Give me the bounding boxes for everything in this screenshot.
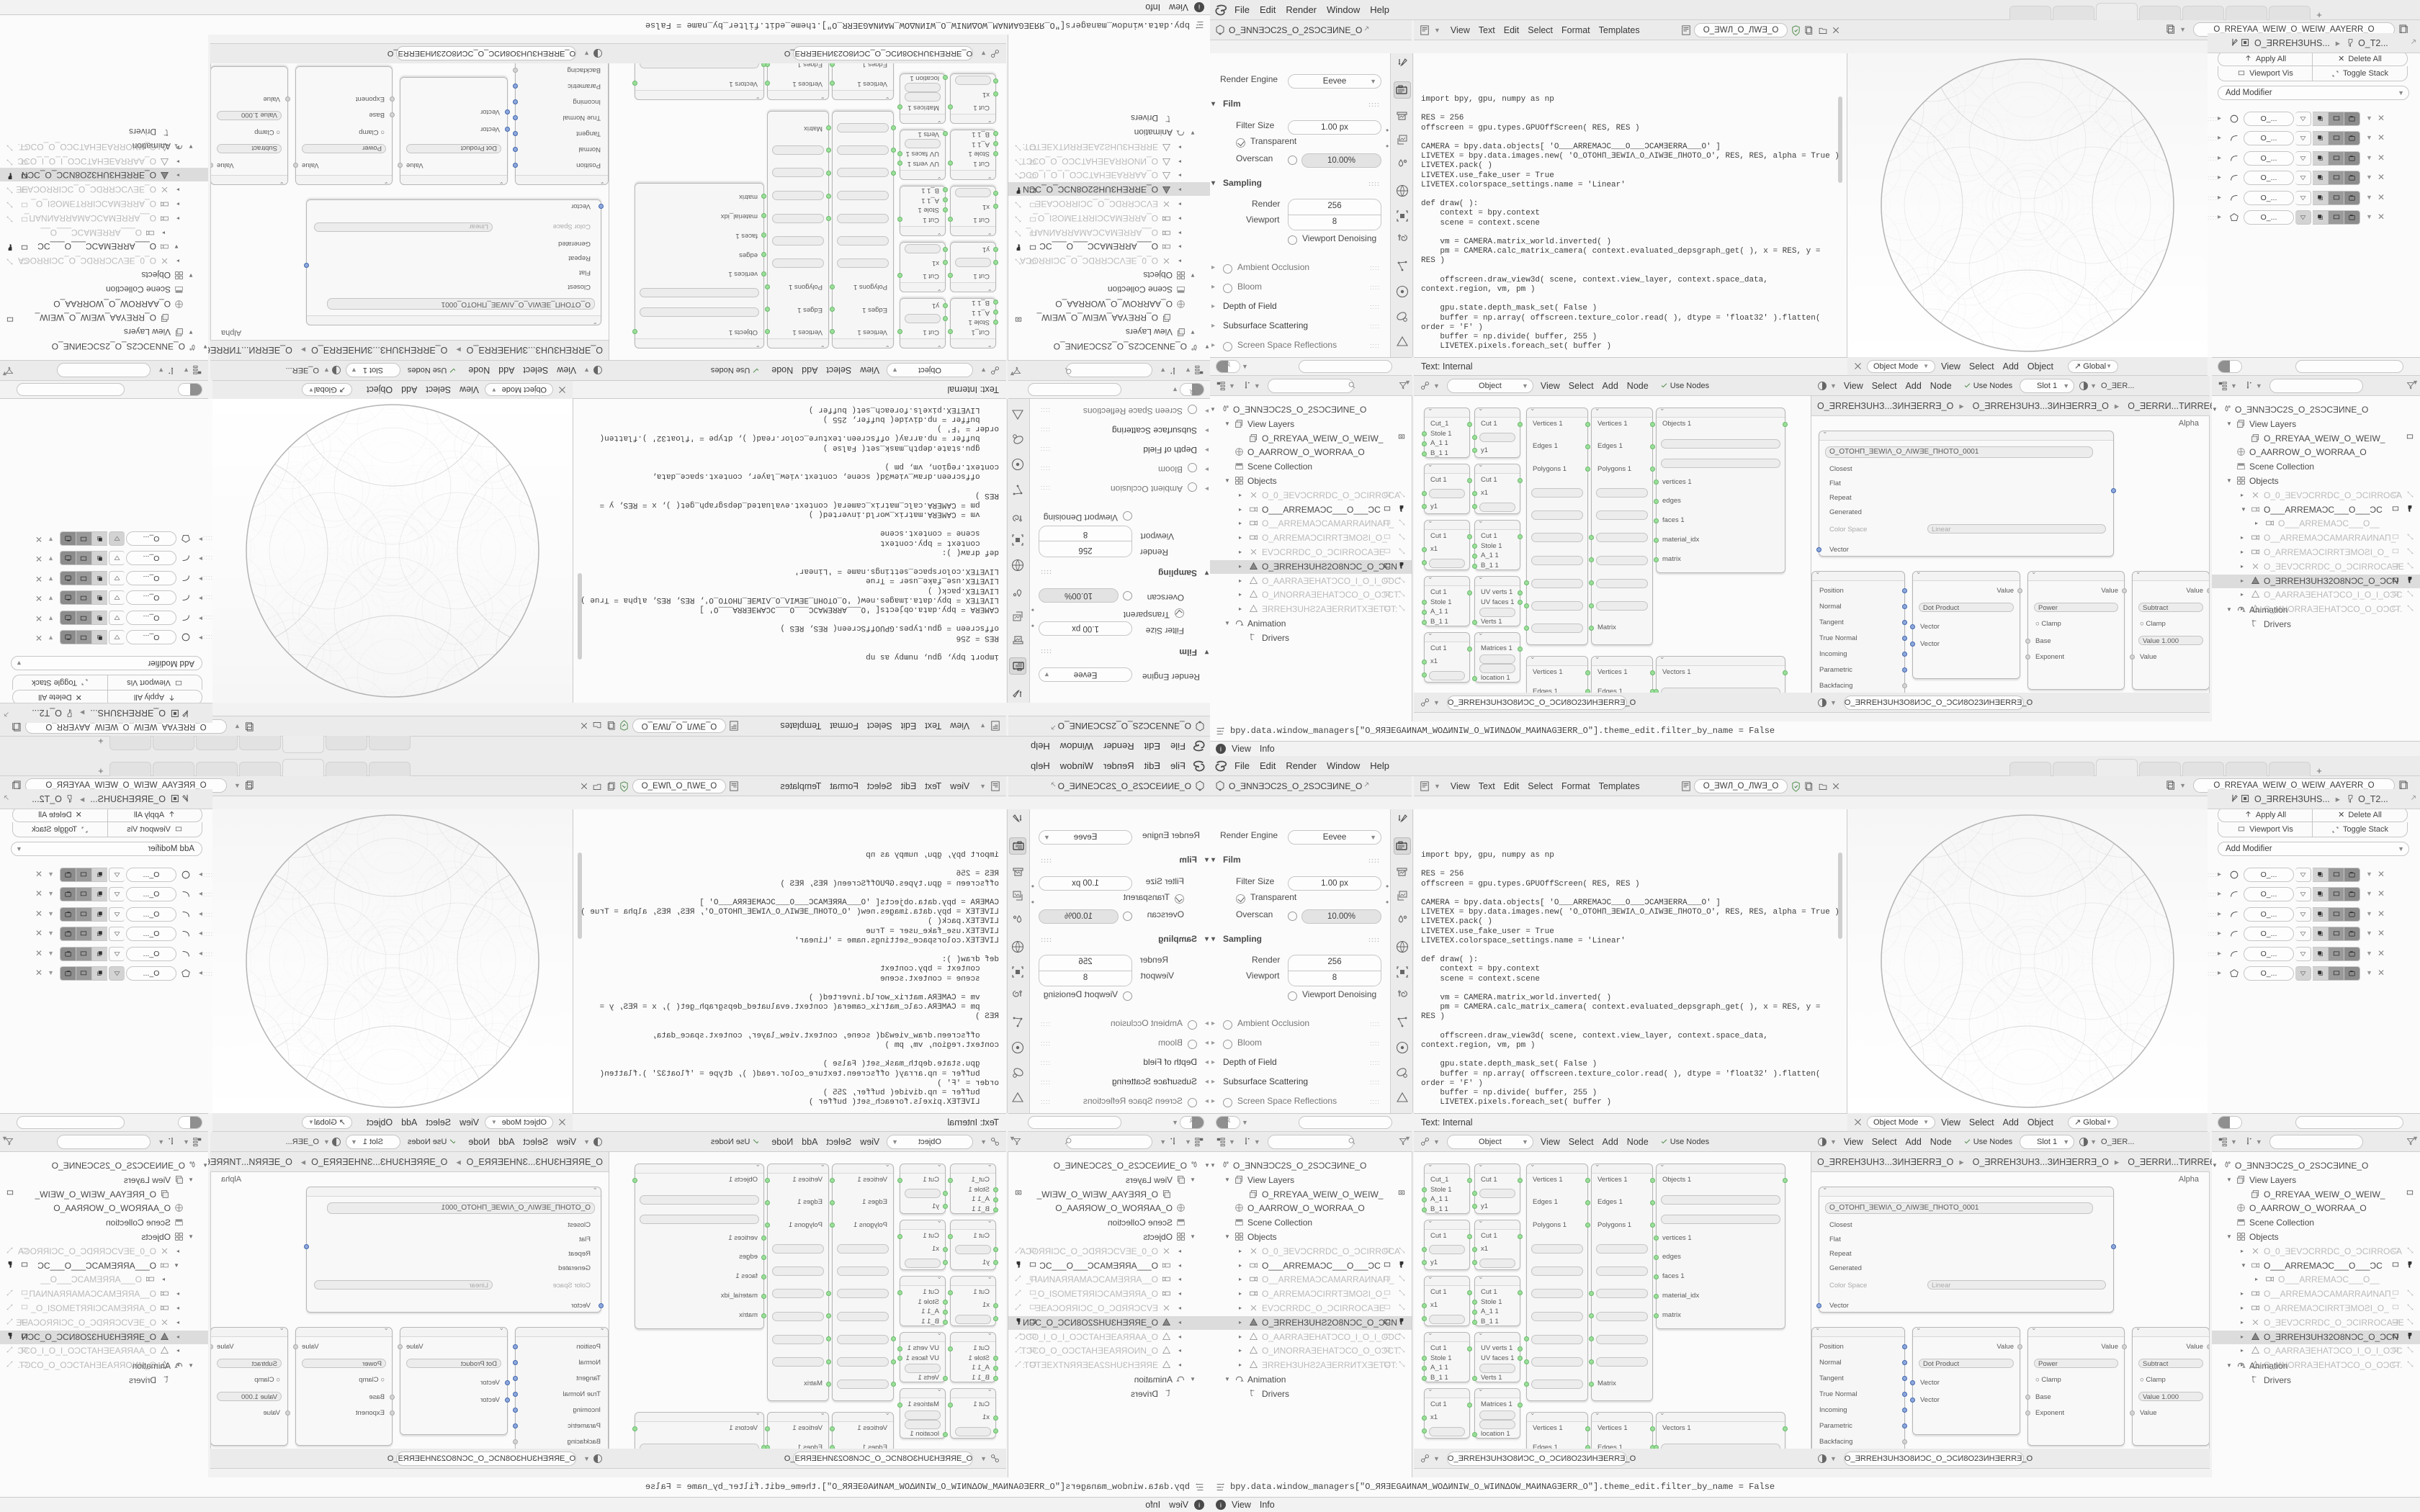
svg-text:i: i bbox=[1198, 1502, 1200, 1510]
svg-text:i: i bbox=[1220, 746, 1222, 754]
svg-text:i: i bbox=[1220, 1502, 1222, 1510]
svg-text:i: i bbox=[1198, 3, 1200, 11]
